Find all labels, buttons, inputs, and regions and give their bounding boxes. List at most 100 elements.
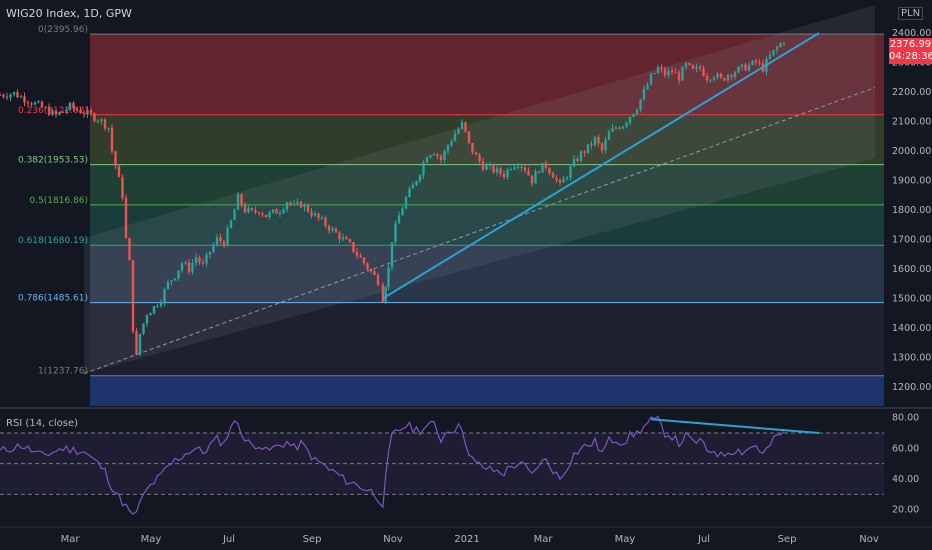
candle-body [467, 131, 471, 143]
candle-body [121, 177, 124, 199]
price-tick-label: 1200.00 [892, 382, 931, 393]
candle-body [159, 302, 163, 307]
candle-body [44, 107, 47, 109]
candle-body [558, 179, 562, 183]
candle-body [481, 161, 485, 170]
candle-body [201, 262, 205, 264]
candle-body [82, 113, 86, 115]
candle-body [362, 257, 366, 264]
candle-body [51, 110, 54, 116]
candle-body [579, 151, 583, 161]
rsi-line [0, 415, 820, 515]
candle-body [65, 109, 68, 112]
candle-body [632, 113, 635, 117]
candle-body [418, 175, 422, 182]
candle-body [429, 155, 432, 158]
time-tick-label: Jul [697, 534, 710, 545]
candle-body [33, 102, 37, 105]
candle-body [247, 208, 250, 213]
fib-zone [90, 164, 884, 205]
candle-body [30, 103, 33, 105]
candle-body [646, 84, 649, 90]
time-tick-label: Nov [383, 534, 403, 545]
time-tick-label: Sep [778, 534, 797, 545]
candle-body [642, 89, 646, 100]
candle-body [166, 281, 170, 290]
candle-body [726, 75, 730, 81]
candle-body [453, 133, 457, 142]
candle-body [737, 66, 740, 73]
fib-label: 0.236(2122.62) [18, 106, 88, 116]
candle-body [61, 111, 65, 113]
candle-body [131, 260, 135, 332]
currency-badge[interactable]: PLN [898, 7, 924, 20]
rsi-axis-bg [884, 409, 932, 527]
candle-body [180, 263, 184, 271]
candle-body [751, 60, 754, 65]
candle-body [198, 257, 201, 263]
candle-body [124, 198, 128, 239]
candle-body [261, 213, 264, 215]
time-tick-label: Sep [303, 534, 322, 545]
time-axis[interactable]: Mar May Jul Sep Nov 2021 Mar May Jul Sep Nov [0, 526, 932, 545]
candle-body [446, 145, 450, 151]
candle-body [138, 333, 142, 355]
candle-body [320, 217, 324, 219]
candle-body [436, 154, 439, 157]
candle-body [68, 102, 72, 110]
candle-body [292, 203, 296, 205]
time-tick-label: 2021 [454, 534, 479, 545]
candle-body [107, 127, 110, 129]
candle-body [145, 315, 149, 324]
candle-body [597, 136, 600, 144]
candle-body [705, 76, 709, 81]
candle-body [432, 154, 436, 156]
candle-body [691, 64, 695, 69]
rsi-tick-label: 20.00 [892, 505, 919, 516]
candle-body [702, 68, 705, 77]
candle-body [723, 77, 726, 81]
candle-body [93, 113, 96, 121]
candle-body [296, 201, 299, 204]
candle-body [240, 194, 243, 205]
candle-body [492, 164, 495, 173]
candle-body [376, 274, 380, 285]
candle-body [509, 169, 513, 171]
candle-body [12, 92, 16, 95]
candle-body [775, 47, 779, 51]
candle-body [117, 165, 121, 178]
candle-body [338, 232, 341, 240]
candle-body [2, 94, 5, 97]
candle-body [499, 168, 502, 174]
fibonacci-labels: 0(2395.96) 0.236(2122.62) 0.382(1953.53) 0.… [18, 25, 88, 377]
rsi-pane[interactable]: 20.00 40.00 60.00 80.00 [0, 409, 932, 527]
candle-body [415, 181, 418, 185]
candle-body [733, 72, 737, 77]
candle-body [716, 73, 719, 78]
main-pane[interactable]: 0(2395.96) 0.236(2122.62) 0.382(1953.53) 0.… [0, 0, 932, 408]
candle-body [639, 99, 642, 111]
rsi-axis[interactable]: 20.00 40.00 60.00 80.00 [884, 409, 932, 527]
candle-body [478, 154, 481, 162]
candle-body [628, 116, 632, 123]
candle-body [173, 278, 177, 281]
candle-body [523, 167, 527, 171]
fib-label: 0(2395.96) [38, 25, 88, 35]
candle-body [390, 242, 394, 268]
rsi-tick-label: 80.00 [892, 413, 919, 424]
candle-body [289, 202, 292, 205]
candle-body [47, 107, 51, 116]
candle-body [341, 237, 345, 240]
candle-body [226, 227, 229, 247]
candle-body [369, 268, 373, 272]
candle-body [75, 108, 79, 111]
symbol-title[interactable]: WIG20 Index, 1D, GPW [6, 7, 132, 20]
candle-body [236, 194, 240, 210]
last-price: 2376.99 [889, 39, 932, 50]
candle-body [772, 50, 775, 56]
candle-body [191, 262, 194, 273]
rsi-title[interactable]: RSI (14, close) [6, 418, 79, 429]
candle-body [506, 169, 509, 178]
candle-body [257, 212, 261, 214]
